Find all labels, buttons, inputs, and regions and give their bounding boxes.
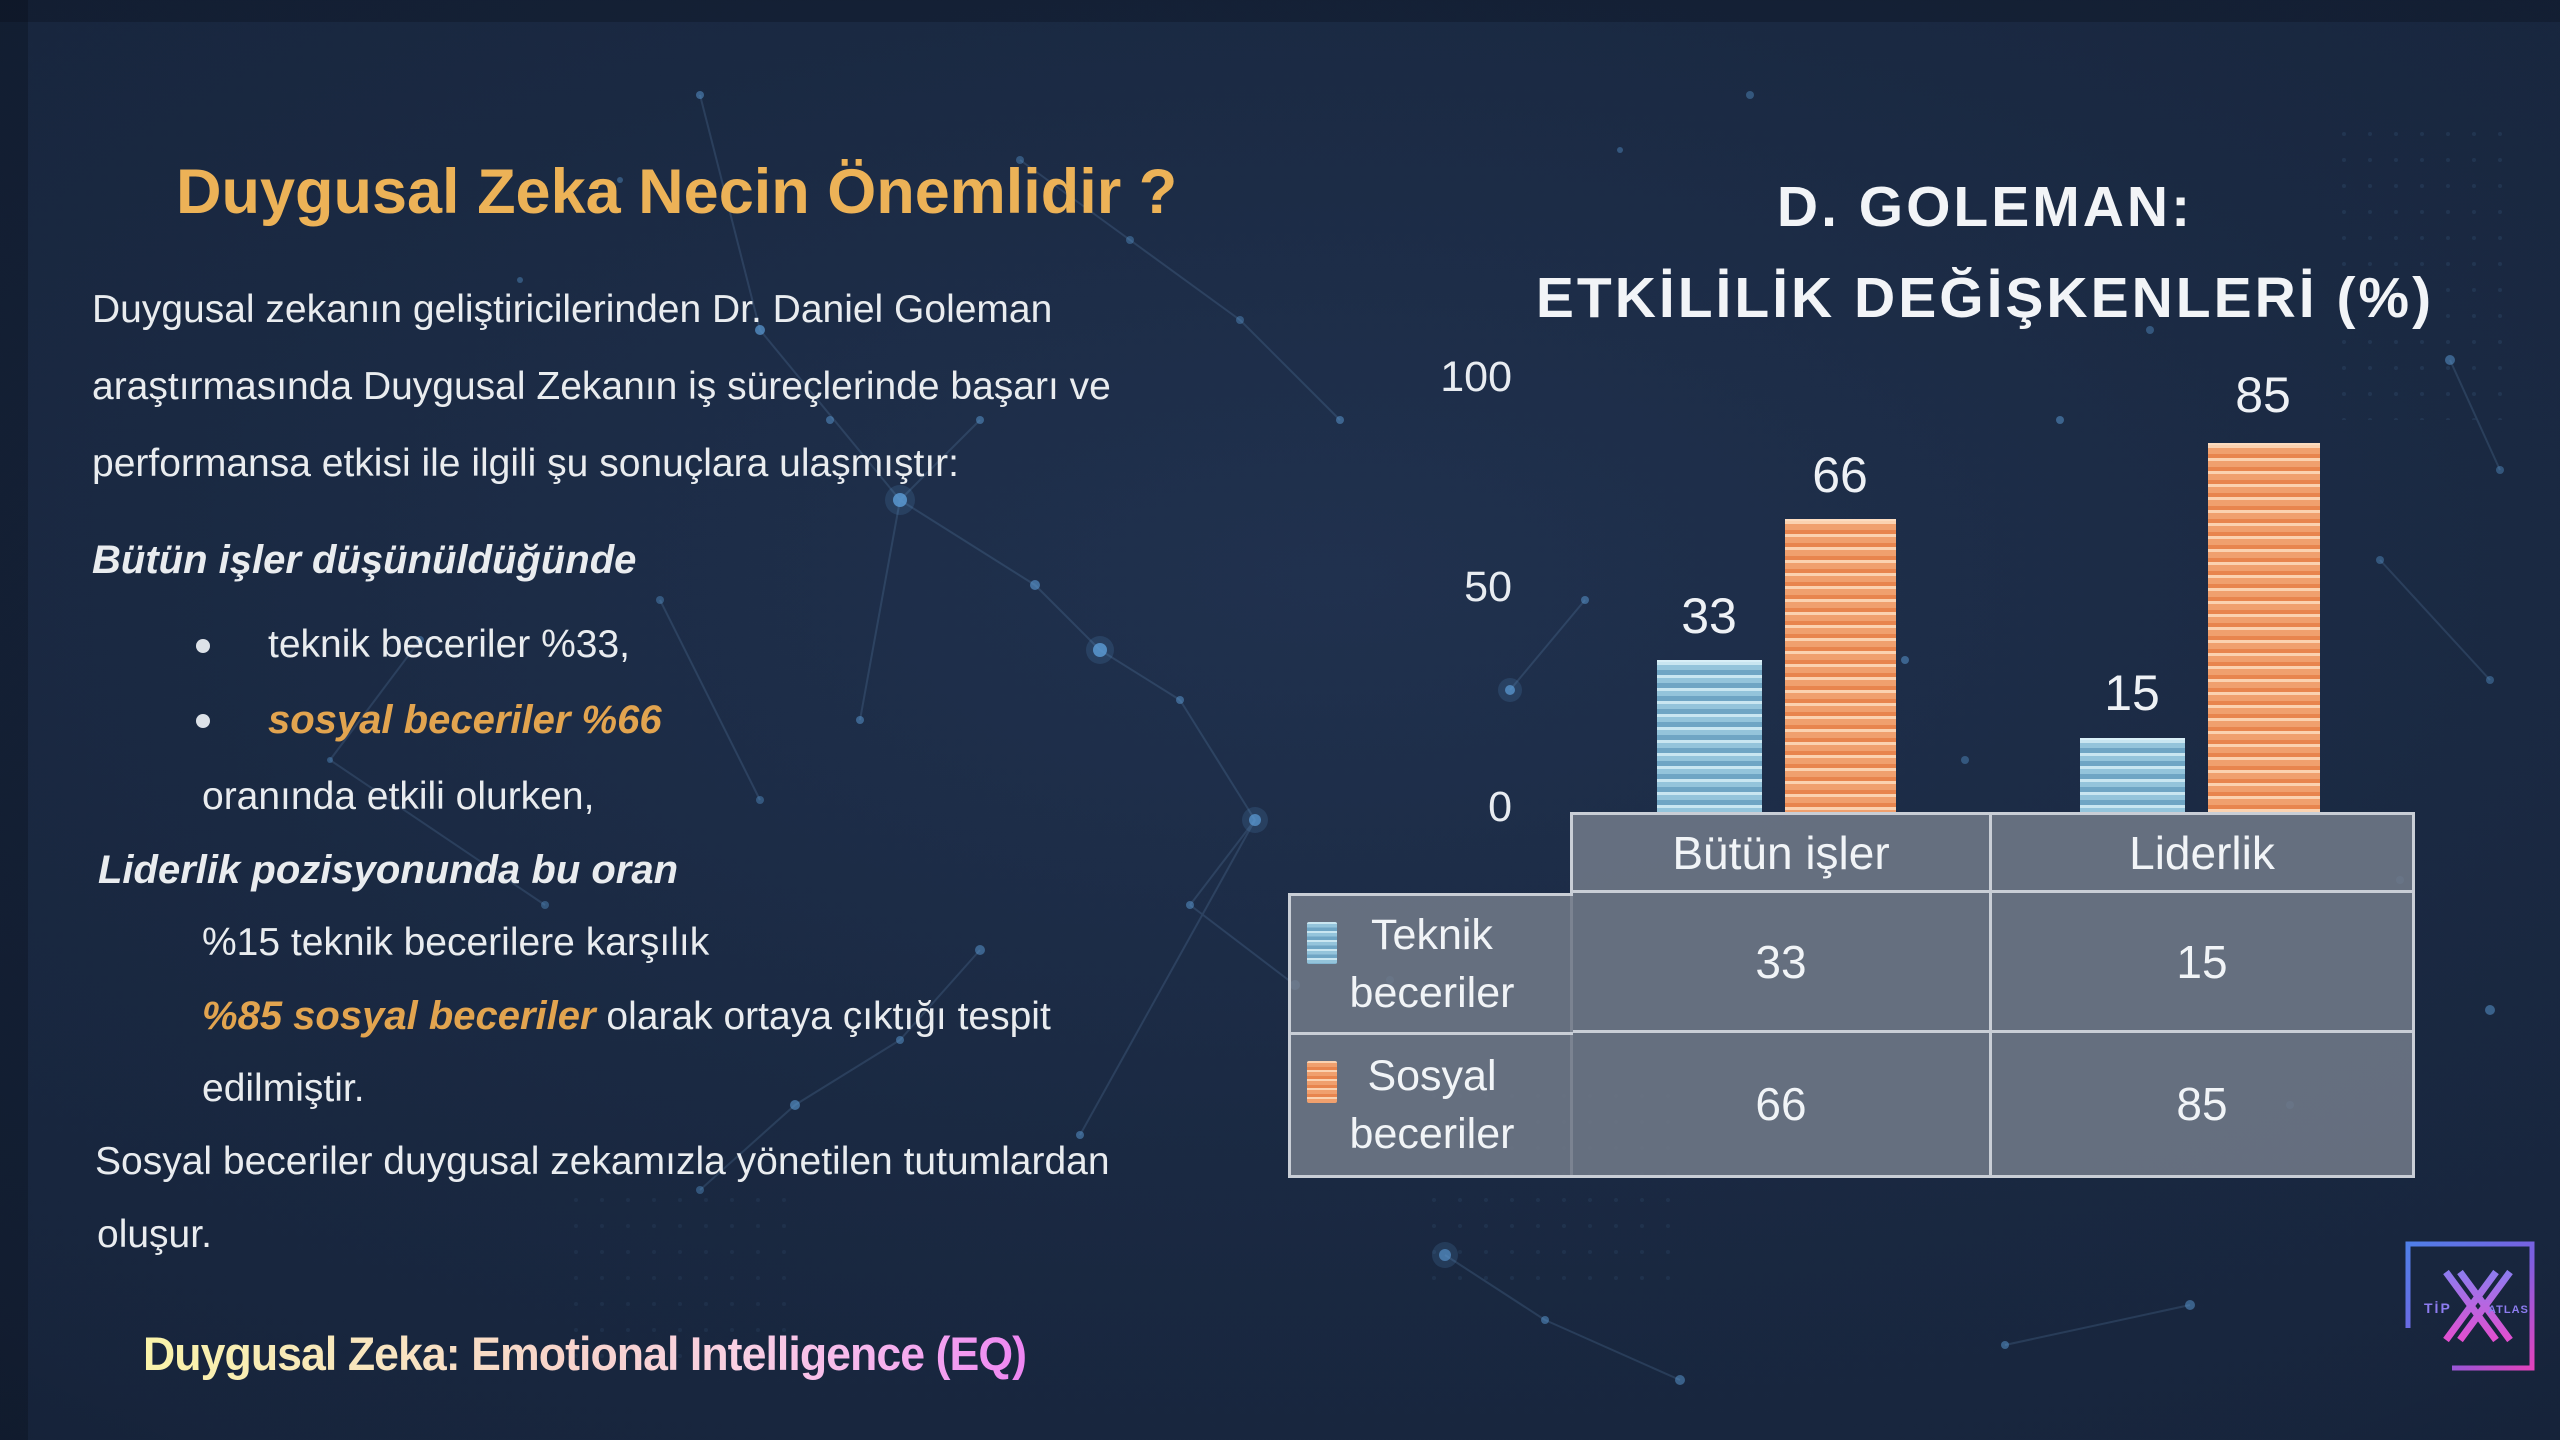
text-85-social-rest: olarak ortaya çıktığı tespit — [595, 995, 1051, 1038]
bullet-icon — [196, 714, 210, 728]
y-axis-tick-100: 100 — [1440, 353, 1512, 401]
bar-value-label-66: 66 — [1812, 447, 1868, 503]
logo-text-atlas: ATLAS — [2488, 1304, 2529, 1316]
paragraph-line-3: performansa etkisi ile ilgili şu sonuçla… — [92, 442, 959, 485]
bar-value-label-15: 15 — [2104, 665, 2160, 721]
chart-title: D. GOLEMAN: ETKİLİLİK DEĞİŞKENLERİ (%) — [1400, 162, 2560, 344]
bar-value-label-85: 85 — [2235, 367, 2291, 423]
chart-data-table: Bütün işler Liderlik 33 15 66 85 — [1570, 812, 2415, 1178]
text-line-olusur: oluşur. — [97, 1213, 212, 1256]
row-label-line: beceriler — [1349, 1110, 1515, 1158]
table-cell-teknik-butun: 33 — [1573, 893, 1992, 1033]
row-label-line: Sosyal — [1367, 1052, 1497, 1100]
table-header-butun-isler: Bütün işler — [1573, 815, 1992, 893]
teknik-legend-icon — [1307, 922, 1337, 964]
text-line-social-skills: Sosyal beceriler duygusal zekamızla yöne… — [95, 1140, 1110, 1183]
table-row-label-sosyal: Sosyal beceriler — [1291, 1035, 1573, 1175]
paragraph-line-2: araştırmasında Duygusal Zekanın iş süreç… — [92, 365, 1111, 408]
text-line-effective: oranında etkili olurken, — [202, 775, 595, 818]
y-axis-tick-0: 0 — [1488, 783, 1512, 831]
logo-text-tip: TİP — [2424, 1300, 2452, 1316]
row-label-line: beceriler — [1349, 969, 1515, 1017]
sosyal-legend-icon — [1307, 1061, 1337, 1103]
text-85-social-gold: %85 sosyal beceriler — [202, 994, 596, 1038]
text-line-edilmistir: edilmiştir. — [202, 1067, 365, 1110]
logo-x-icon — [2443, 1269, 2513, 1343]
bar-value-label-33: 33 — [1681, 588, 1737, 644]
tip-x-atlas-logo: TİP ATLAS — [2405, 1241, 2535, 1371]
bar-sosyal-butun-isler — [1785, 519, 1896, 814]
bar-teknik-butun-isler — [1657, 660, 1762, 814]
table-header-liderlik: Liderlik — [1992, 815, 2412, 893]
chart-title-line-2: ETKİLİLİK DEĞİŞKENLERİ (%) — [1535, 266, 2435, 330]
paragraph-line-1: Duygusal zekanın geliştiricilerinden Dr.… — [92, 288, 1053, 331]
subheading-all-jobs: Bütün işler düşünüldüğünde — [92, 538, 637, 582]
table-row-label-teknik: Teknik beceriler — [1291, 896, 1573, 1035]
table-cell-sosyal-butun: 66 — [1573, 1033, 1992, 1175]
logo-frame — [2405, 1241, 2535, 1371]
subheading-leadership: Liderlik pozisyonunda bu oran — [98, 848, 679, 892]
chart-title-line-1: D. GOLEMAN: — [1776, 175, 2194, 239]
row-label-line: Teknik — [1371, 911, 1493, 959]
table-row-labels: Teknik beceriler Sosyal beceriler — [1288, 893, 1573, 1178]
bullet-item-social: sosyal beceriler %66 — [268, 698, 662, 742]
bar-sosyal-liderlik — [2208, 443, 2320, 814]
y-axis-tick-50: 50 — [1464, 563, 1512, 611]
bullet-item-technical: teknik beceriler %33, — [268, 623, 631, 666]
footer-caption: Duygusal Zeka: Emotional Intelligence (E… — [143, 1327, 1027, 1380]
text-line-15-technical: %15 teknik becerilere karşılık — [202, 921, 710, 964]
page-title: Duygusal Zeka Necin Önemlidir ? — [176, 157, 1178, 227]
bullet-icon — [196, 639, 210, 653]
table-cell-teknik-liderlik: 15 — [1992, 893, 2412, 1033]
table-cell-sosyal-liderlik: 85 — [1992, 1033, 2412, 1175]
bar-teknik-liderlik — [2080, 738, 2185, 814]
text-line-85-social: %85 sosyal beceriler olarak ortaya çıktı… — [202, 988, 1051, 1045]
